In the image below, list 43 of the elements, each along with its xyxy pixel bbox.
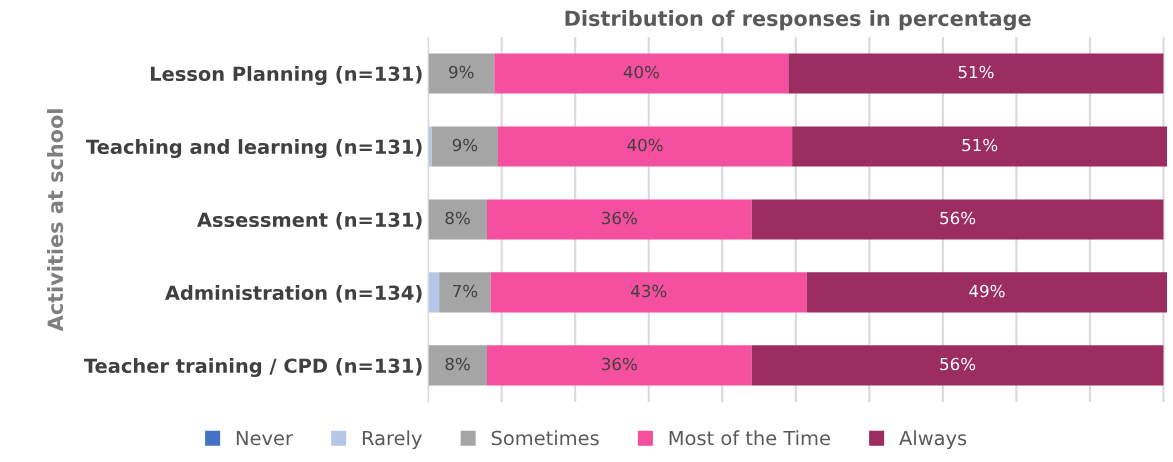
bar bbox=[486, 199, 752, 240]
bar bbox=[439, 272, 491, 313]
legend-label: Always bbox=[899, 430, 967, 450]
y-tick-label: Teaching and learning (n=131) bbox=[86, 139, 422, 159]
legend-label: Never bbox=[236, 430, 293, 446]
bar bbox=[806, 272, 1168, 313]
chart-title: Distribution of responses in percentage bbox=[565, 10, 1031, 31]
bar bbox=[428, 272, 440, 313]
data-label: 51% bbox=[962, 138, 998, 152]
bar bbox=[751, 199, 1164, 240]
bar bbox=[498, 126, 793, 167]
bar bbox=[751, 345, 1164, 386]
data-label: 49% bbox=[969, 284, 1005, 298]
legend-label: Sometimes bbox=[491, 430, 599, 446]
bar bbox=[792, 126, 1168, 167]
data-label: 8% bbox=[445, 357, 470, 371]
bar bbox=[428, 53, 495, 94]
data-label: 36% bbox=[602, 357, 637, 371]
y-tick-label: Lesson Planning (n=131) bbox=[150, 66, 422, 86]
legend-label: Most of the Time bbox=[669, 430, 830, 446]
bar bbox=[431, 126, 498, 167]
data-label: 9% bbox=[449, 65, 474, 79]
data-label: 8% bbox=[445, 211, 470, 225]
y-tick-label: Teacher training / CPD (n=131) bbox=[83, 358, 422, 378]
bar bbox=[486, 345, 752, 386]
data-label: 9% bbox=[452, 138, 478, 152]
data-label: 51% bbox=[958, 65, 994, 79]
bar bbox=[494, 53, 789, 94]
bar bbox=[490, 272, 807, 313]
y-axis-title: Activities at school bbox=[47, 109, 64, 332]
y-tick-label: Administration (n=134) bbox=[164, 285, 422, 303]
data-label: 43% bbox=[631, 284, 667, 298]
legend-label: Rarely bbox=[362, 430, 422, 450]
y-tick-label: Assessment (n=131) bbox=[197, 212, 422, 230]
data-label: 40% bbox=[623, 65, 659, 79]
data-label: 56% bbox=[940, 357, 976, 371]
data-label: 36% bbox=[602, 211, 637, 225]
data-label: 7% bbox=[453, 284, 478, 298]
data-label: 40% bbox=[627, 138, 663, 152]
bar bbox=[428, 199, 487, 240]
data-label: 56% bbox=[940, 211, 976, 225]
bar bbox=[788, 53, 1164, 94]
bar bbox=[428, 345, 487, 386]
